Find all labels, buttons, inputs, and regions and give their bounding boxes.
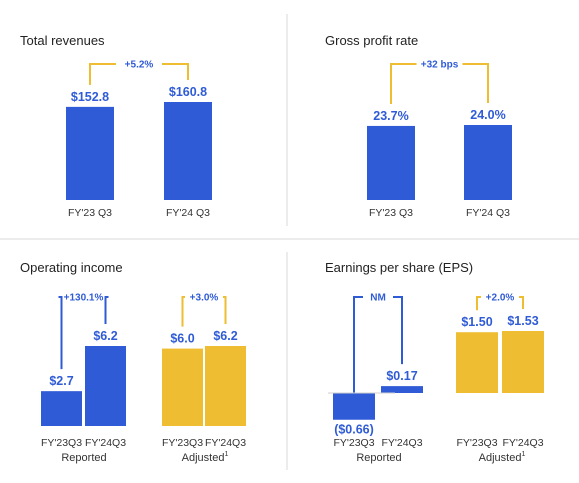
eps-adjusted-group-label: Adjusted1 — [479, 451, 526, 464]
eps-adjusted-change-bracket — [476, 296, 524, 311]
revenue-bar-value-1: $160.8 — [169, 85, 207, 99]
eps-adjusted-tick-0: FY'23Q3 — [456, 437, 497, 449]
operating-income-footnote-marker: 1 — [224, 451, 228, 458]
eps-reported-bar-value-0: ($0.66) — [334, 423, 374, 437]
eps-reported-change-label: NM — [370, 293, 386, 304]
gross-profit-chart-title: Gross profit rate — [325, 33, 418, 48]
operating-income-reported-change-label: +130.1% — [64, 293, 104, 304]
operating-income-adjusted-bar-value-1: $6.2 — [213, 329, 237, 343]
revenue-chart-title: Total revenues — [20, 33, 105, 48]
operating-income-adjusted-change-label: +3.0% — [190, 293, 219, 304]
gross-profit-bar-value-0: 23.7% — [373, 109, 408, 123]
eps-adjusted-bar-1 — [502, 331, 544, 393]
operating-income-adjusted-bar-1 — [205, 346, 246, 426]
revenue-change-bracket — [89, 63, 189, 85]
operating-income-adjusted-tick-1: FY'24Q3 — [205, 437, 246, 449]
gross-profit-bar-value-1: 24.0% — [470, 108, 505, 122]
operating-income-adjusted-group-label: Adjusted1 — [182, 451, 229, 464]
operating-income-reported-change-bracket — [58, 296, 109, 370]
gross-profit-change-bracket — [390, 63, 489, 104]
gross-profit-change-label: +32 bps — [421, 60, 459, 71]
eps-reported-bar-value-1: $0.17 — [386, 369, 417, 383]
revenue-tick-1: FY'24 Q3 — [166, 207, 210, 219]
operating-income-reported-group-label: Reported — [61, 452, 106, 464]
operating-income-adjusted-bar-0 — [162, 348, 203, 426]
operating-income-reported-bar-value-1: $6.2 — [93, 329, 117, 343]
eps-adjusted-bar-value-1: $1.53 — [507, 314, 538, 328]
operating-income-reported-bar-1 — [85, 346, 126, 426]
operating-income-reported-tick-1: FY'24Q3 — [85, 437, 126, 449]
revenue-bar-1 — [164, 102, 212, 200]
revenue-change-label: +5.2% — [125, 60, 154, 71]
gross-profit-tick-1: FY'24 Q3 — [466, 207, 510, 219]
operating-income-adjusted-change-bracket — [181, 296, 227, 327]
eps-footnote-marker: 1 — [521, 451, 525, 458]
eps-reported-change-bracket — [353, 296, 403, 414]
revenue-bar-0 — [66, 106, 114, 200]
eps-reported-group-label: Reported — [356, 452, 401, 464]
operating-income-reported-bar-value-0: $2.7 — [49, 374, 73, 388]
operating-income-chart-title: Operating income — [20, 260, 123, 275]
revenue-tick-0: FY'23 Q3 — [68, 207, 112, 219]
eps-reported-bar-1 — [381, 386, 423, 393]
operating-income-reported-tick-0: FY'23Q3 — [41, 437, 82, 449]
eps-adjusted-bar-0 — [456, 332, 498, 393]
gross-profit-tick-0: FY'23 Q3 — [369, 207, 413, 219]
gross-profit-bar-1 — [464, 125, 512, 200]
operating-income-reported-bar-0 — [41, 391, 82, 426]
eps-adjusted-bar-value-0: $1.50 — [461, 315, 492, 329]
eps-chart-title: Earnings per share (EPS) — [325, 260, 473, 275]
revenue-bar-value-0: $152.8 — [71, 90, 109, 104]
eps-reported-tick-1: FY'24Q3 — [381, 437, 422, 449]
operating-income-adjusted-tick-0: FY'23Q3 — [162, 437, 203, 449]
eps-adjusted-change-label: +2.0% — [486, 293, 515, 304]
operating-income-adjusted-bar-value-0: $6.0 — [170, 332, 194, 346]
eps-reported-tick-0: FY'23Q3 — [333, 437, 374, 449]
gross-profit-bar-0 — [367, 125, 415, 200]
eps-adjusted-tick-1: FY'24Q3 — [502, 437, 543, 449]
